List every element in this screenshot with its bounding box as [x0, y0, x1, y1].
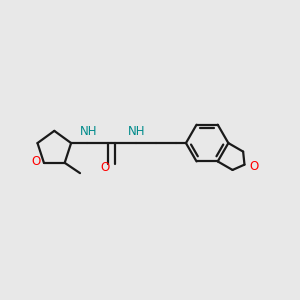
- Text: NH: NH: [128, 125, 146, 138]
- Text: O: O: [100, 161, 110, 174]
- Text: O: O: [249, 160, 259, 173]
- Text: O: O: [31, 155, 40, 168]
- Text: NH: NH: [80, 125, 98, 138]
